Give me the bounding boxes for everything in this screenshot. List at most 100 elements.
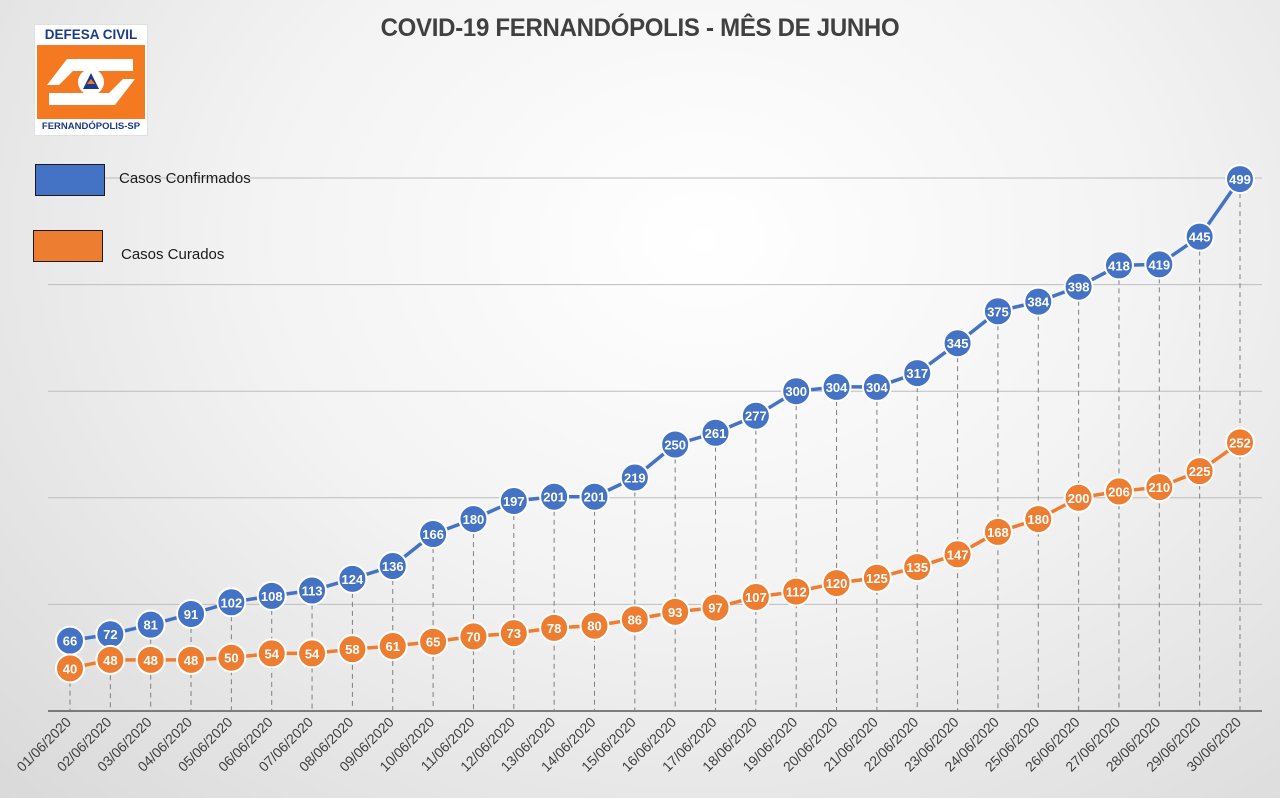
data-point-curados xyxy=(418,626,449,657)
data-label-curados: 80 xyxy=(587,619,601,634)
data-label-confirmados: 72 xyxy=(103,627,117,642)
data-point-confirmados xyxy=(982,296,1013,327)
data-label-curados: 147 xyxy=(947,547,969,562)
data-point-curados xyxy=(1144,472,1175,503)
data-point-confirmados xyxy=(619,462,650,493)
data-point-confirmados xyxy=(781,376,812,407)
data-label-confirmados: 250 xyxy=(664,438,686,453)
data-point-curados xyxy=(942,539,973,570)
data-point-confirmados xyxy=(135,609,166,640)
data-label-confirmados: 102 xyxy=(221,595,243,610)
data-label-curados: 107 xyxy=(745,590,767,605)
data-label-confirmados: 499 xyxy=(1229,172,1251,187)
data-point-curados xyxy=(95,644,126,675)
data-point-curados xyxy=(1063,482,1094,513)
data-label-curados: 73 xyxy=(507,626,521,641)
data-label-confirmados: 201 xyxy=(543,490,565,505)
data-point-curados xyxy=(176,644,207,675)
data-point-confirmados xyxy=(176,598,207,629)
data-point-curados xyxy=(700,592,731,623)
defesa-civil-logo: DEFESA CIVIL FERNANDÓPOLIS-SP xyxy=(34,24,148,136)
data-point-confirmados xyxy=(821,371,852,402)
data-point-confirmados xyxy=(1063,271,1094,302)
data-label-curados: 40 xyxy=(63,661,77,676)
data-label-curados: 48 xyxy=(184,653,198,668)
data-point-confirmados xyxy=(700,417,731,448)
data-label-curados: 225 xyxy=(1189,464,1211,479)
data-point-confirmados xyxy=(1184,221,1215,252)
logo-top-text: DEFESA CIVIL xyxy=(44,27,138,42)
data-point-curados xyxy=(1103,476,1134,507)
data-point-confirmados xyxy=(1023,286,1054,317)
data-label-confirmados: 261 xyxy=(705,426,727,441)
data-label-curados: 206 xyxy=(1108,484,1130,499)
legend-swatch-confirmados xyxy=(35,164,105,196)
data-label-curados: 70 xyxy=(466,629,480,644)
data-label-confirmados: 398 xyxy=(1068,280,1090,295)
data-point-curados xyxy=(458,621,489,652)
series-line-confirmados xyxy=(69,178,1242,643)
data-point-confirmados xyxy=(1225,164,1255,195)
data-label-confirmados: 219 xyxy=(624,471,646,486)
data-point-confirmados xyxy=(498,485,529,516)
data-label-confirmados: 375 xyxy=(987,304,1009,319)
data-point-confirmados xyxy=(579,481,610,512)
data-point-confirmados xyxy=(1144,249,1175,280)
data-label-confirmados: 136 xyxy=(382,559,404,574)
data-label-curados: 54 xyxy=(305,646,320,661)
series-line-curados xyxy=(69,440,1242,671)
data-point-curados xyxy=(982,516,1013,547)
data-point-curados xyxy=(216,642,247,673)
data-label-confirmados: 124 xyxy=(342,572,364,587)
data-label-curados: 65 xyxy=(426,635,440,650)
data-label-confirmados: 418 xyxy=(1108,258,1130,273)
data-label-confirmados: 113 xyxy=(302,584,323,599)
data-point-curados xyxy=(377,630,408,661)
data-label-curados: 168 xyxy=(987,525,1009,540)
data-point-confirmados xyxy=(740,400,771,431)
data-point-curados xyxy=(498,618,529,649)
data-point-confirmados xyxy=(942,328,973,359)
data-point-curados xyxy=(55,653,85,684)
data-label-confirmados: 445 xyxy=(1189,230,1211,245)
data-point-curados xyxy=(740,581,771,612)
data-label-curados: 58 xyxy=(345,642,359,657)
logo-bottom-text: FERNANDÓPOLIS-SP xyxy=(41,121,141,132)
data-label-confirmados: 197 xyxy=(503,494,525,509)
data-point-curados xyxy=(902,552,933,583)
data-label-confirmados: 91 xyxy=(184,607,198,622)
data-label-confirmados: 201 xyxy=(584,490,606,505)
data-point-curados xyxy=(1225,427,1255,458)
data-label-curados: 93 xyxy=(668,605,682,620)
data-point-curados xyxy=(660,596,691,627)
logo-emblem xyxy=(37,45,145,119)
data-label-confirmados: 180 xyxy=(463,512,485,527)
data-label-confirmados: 304 xyxy=(866,380,888,395)
data-point-confirmados xyxy=(660,429,691,460)
data-point-curados xyxy=(297,638,328,669)
data-point-curados xyxy=(861,562,892,593)
data-label-curados: 112 xyxy=(786,585,807,600)
data-label-confirmados: 81 xyxy=(143,618,157,633)
data-point-curados xyxy=(781,576,812,607)
data-label-curados: 61 xyxy=(386,639,400,654)
data-point-confirmados xyxy=(377,551,408,582)
data-label-curados: 252 xyxy=(1229,435,1251,450)
data-label-curados: 54 xyxy=(264,646,279,661)
data-label-confirmados: 277 xyxy=(745,409,767,424)
data-label-curados: 180 xyxy=(1027,512,1049,527)
legend-swatch-curados xyxy=(33,230,103,262)
data-point-curados xyxy=(579,610,610,641)
data-label-confirmados: 166 xyxy=(422,527,444,542)
data-label-curados: 120 xyxy=(826,576,848,591)
data-label-curados: 78 xyxy=(547,621,561,636)
data-point-curados xyxy=(256,638,287,669)
data-point-curados xyxy=(539,612,570,643)
data-point-confirmados xyxy=(418,519,449,550)
data-point-confirmados xyxy=(539,481,570,512)
data-label-confirmados: 345 xyxy=(947,336,969,351)
legend-label-confirmados: Casos Confirmados xyxy=(119,170,251,187)
data-point-confirmados xyxy=(1103,250,1134,281)
